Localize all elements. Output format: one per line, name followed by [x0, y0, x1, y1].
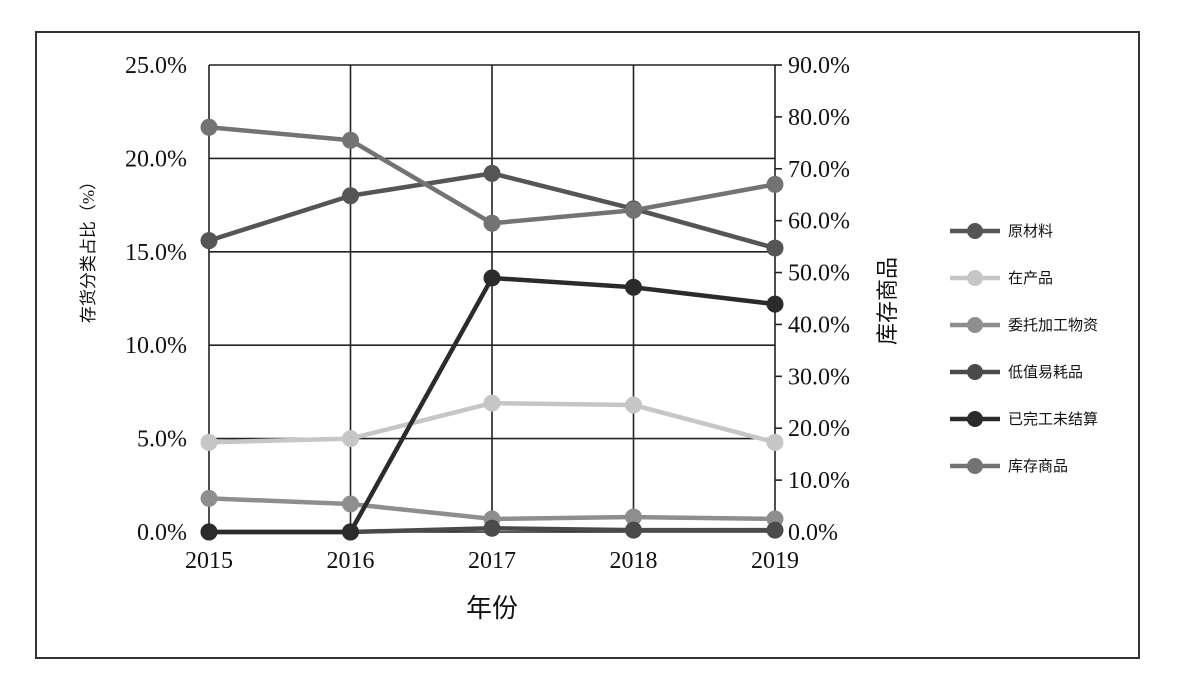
data-point — [200, 232, 218, 250]
series-1 — [200, 394, 784, 451]
legend-item: 原材料 — [950, 223, 1053, 240]
left-axis-ticks: 0.0% 5.0% 10.0% 15.0% 20.0% 25.0% — [125, 53, 187, 546]
y2-tick-label: 60.0% — [788, 209, 850, 235]
legend-item: 委托加工物资 — [950, 317, 1098, 334]
y2-axis-label: 库存商品 — [875, 257, 900, 345]
right-axis-ticks: 0.0% 10.0% 20.0% 30.0% 40.0% 50.0% 60.0% 70.0% 8… — [788, 53, 850, 546]
data-point — [766, 239, 784, 257]
data-point — [342, 523, 359, 541]
series-5 — [200, 118, 784, 232]
y2-tick-label: 20.0% — [788, 416, 850, 442]
series-2 — [200, 489, 784, 528]
data-point — [766, 175, 784, 193]
x-tick-label: 2017 — [468, 548, 516, 574]
y2-tick-label: 90.0% — [788, 53, 850, 79]
data-point — [625, 396, 642, 414]
y2-tick-label: 30.0% — [788, 364, 850, 390]
y2-tick-label: 10.0% — [788, 468, 850, 494]
data-point — [342, 430, 359, 448]
legend-label: 已完工未结算 — [1008, 410, 1098, 428]
x-tick-label: 2019 — [751, 548, 799, 574]
data-point — [766, 295, 784, 313]
legend-label: 在产品 — [1008, 270, 1053, 287]
series-4 — [200, 269, 784, 541]
series-group — [200, 118, 784, 541]
legend-label: 低值易耗品 — [1008, 364, 1083, 381]
data-point — [483, 269, 501, 287]
legend-item: 在产品 — [950, 270, 1053, 287]
data-point — [625, 201, 642, 219]
x-tick-label: 2018 — [610, 548, 658, 574]
y2-tick-label: 80.0% — [788, 105, 850, 131]
line-chart: 0.0% 5.0% 10.0% 15.0% 20.0% 25.0% 0.0% 10.0% 20… — [79, 53, 1098, 623]
legend-marker — [967, 411, 983, 427]
data-point — [200, 118, 218, 136]
data-point — [625, 508, 642, 526]
y-tick-label: 5.0% — [137, 427, 187, 453]
data-point — [200, 433, 218, 451]
data-point — [625, 521, 642, 539]
data-point — [483, 519, 501, 537]
y2-tick-label: 40.0% — [788, 312, 850, 338]
legend-label: 委托加工物资 — [1008, 317, 1098, 334]
legend-item: 低值易耗品 — [950, 364, 1083, 381]
data-point — [342, 187, 359, 205]
data-point — [766, 521, 784, 539]
legend-marker — [967, 364, 983, 380]
data-point — [342, 131, 359, 149]
legend-marker — [967, 270, 983, 286]
x-axis-ticks: 2015 2016 2017 2018 2019 — [185, 548, 799, 574]
data-point — [625, 278, 642, 296]
data-point — [200, 489, 218, 507]
y-tick-label: 10.0% — [125, 333, 187, 359]
series-0 — [200, 164, 784, 257]
y-tick-label: 25.0% — [125, 53, 187, 79]
data-point — [483, 214, 501, 232]
legend-item: 已完工未结算 — [950, 410, 1098, 428]
y-tick-label: 20.0% — [125, 146, 187, 172]
x-axis-label: 年份 — [466, 594, 518, 623]
legend-label: 库存商品 — [1008, 458, 1068, 475]
y-axis-label: 存货分类占比（%） — [79, 173, 98, 323]
x-tick-label: 2015 — [185, 548, 233, 574]
data-point — [766, 433, 784, 451]
y-tick-label: 0.0% — [137, 520, 187, 546]
chart-frame: 0.0% 5.0% 10.0% 15.0% 20.0% 25.0% 0.0% 10.0% 20… — [35, 31, 1140, 659]
y2-tick-label: 50.0% — [788, 261, 850, 287]
data-point — [200, 523, 218, 541]
legend-marker — [967, 317, 983, 333]
legend-item: 库存商品 — [950, 458, 1068, 475]
legend-marker — [967, 223, 983, 239]
data-point — [483, 394, 501, 412]
legend-marker — [967, 458, 983, 474]
y2-tick-label: 0.0% — [788, 520, 838, 546]
data-point — [342, 495, 359, 513]
data-point — [483, 164, 501, 182]
y-tick-label: 15.0% — [125, 240, 187, 266]
x-tick-label: 2016 — [327, 548, 375, 574]
legend-label: 原材料 — [1008, 223, 1053, 240]
y2-tick-label: 70.0% — [788, 157, 850, 183]
